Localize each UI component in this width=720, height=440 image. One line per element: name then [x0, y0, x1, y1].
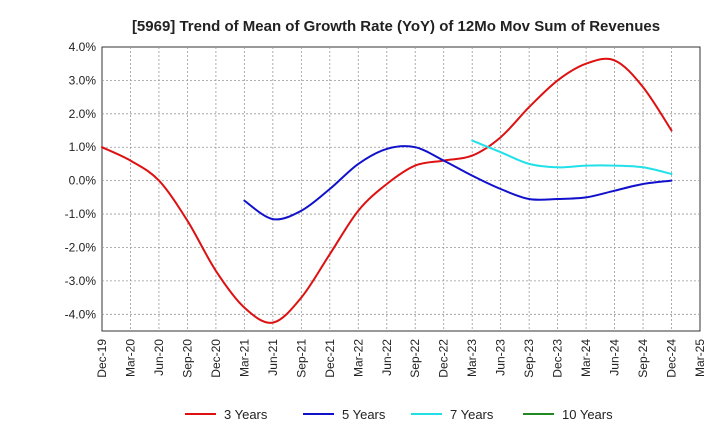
legend-label-5-years: 5 Years: [342, 407, 386, 422]
x-tick-label: Mar-20: [123, 339, 137, 377]
y-tick-label: -3.0%: [65, 274, 97, 288]
x-tick-label: Sep-20: [180, 339, 194, 378]
x-tick-label: Dec-22: [437, 339, 451, 378]
x-tick-label: Mar-23: [465, 339, 479, 377]
legend-label-7-years: 7 Years: [450, 407, 494, 422]
y-tick-label: 1.0%: [69, 140, 97, 154]
y-tick-label: -1.0%: [65, 207, 97, 221]
series-line-7-years: [471, 139, 673, 175]
x-tick-label: Jun-20: [152, 339, 166, 376]
x-tick-label: Jun-22: [380, 339, 394, 376]
legend-label-3-years: 3 Years: [224, 407, 268, 422]
x-tick-label: Sep-21: [294, 339, 308, 378]
plot-area: [101, 46, 701, 332]
x-tick-label: Sep-22: [408, 339, 422, 378]
y-tick-label: 0.0%: [69, 174, 97, 188]
x-tick-label: Mar-21: [237, 339, 251, 377]
x-tick-label: Dec-19: [95, 339, 109, 378]
series-line-5-years: [243, 145, 673, 221]
x-tick-label: Mar-22: [351, 339, 365, 377]
x-tick-label: Mar-25: [693, 339, 707, 377]
x-tick-label: Jun-24: [608, 339, 622, 376]
x-tick-label: Jun-21: [266, 339, 280, 376]
x-tick-label: Jun-23: [494, 339, 508, 376]
chart-title: [5969] Trend of Mean of Growth Rate (YoY…: [132, 18, 660, 35]
y-tick-label: 3.0%: [69, 73, 97, 87]
series-line-3-years: [101, 57, 673, 324]
y-tick-label: 4.0%: [69, 40, 97, 54]
x-tick-label: Sep-24: [636, 339, 650, 378]
x-tick-label: Mar-24: [579, 339, 593, 377]
x-tick-label: Dec-24: [665, 339, 679, 378]
y-tick-label: 2.0%: [69, 107, 97, 121]
legend-label-10-years: 10 Years: [562, 407, 613, 422]
x-tick-label: Dec-23: [551, 339, 565, 378]
y-tick-label: -4.0%: [65, 307, 97, 321]
x-tick-label: Sep-23: [522, 339, 536, 378]
y-tick-label: -2.0%: [65, 240, 97, 254]
x-tick-label: Dec-20: [209, 339, 223, 378]
x-tick-label: Dec-21: [323, 339, 337, 378]
